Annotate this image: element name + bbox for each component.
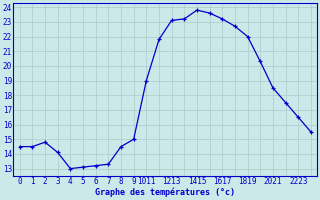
X-axis label: Graphe des températures (°c): Graphe des températures (°c) [95, 188, 235, 197]
